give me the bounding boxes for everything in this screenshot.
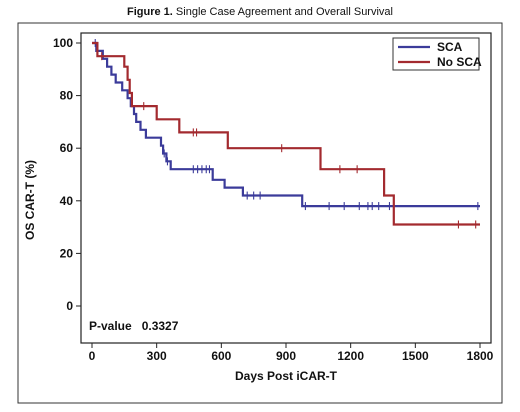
y-tick-label: 100 xyxy=(53,36,73,50)
series-line-sca xyxy=(92,41,480,208)
series-line-no-sca xyxy=(92,41,480,226)
figure-caption: Figure 1. Single Case Agreement and Over… xyxy=(0,6,520,18)
y-tick-label: 0 xyxy=(66,299,73,313)
axes: 0 20 40 60 80 100 0 300 600 900 1200 1500 1800 xyxy=(53,32,494,363)
chart-frame xyxy=(17,22,503,404)
figure-label: Figure 1. xyxy=(127,6,173,18)
x-axis-title: Days Post iCAR-T xyxy=(235,369,338,383)
x-tick-label: 0 xyxy=(89,349,96,363)
x-tick-label: 600 xyxy=(211,349,231,363)
y-tick-label: 80 xyxy=(60,89,74,103)
y-tick-label: 20 xyxy=(60,246,74,260)
x-tick-label: 1800 xyxy=(467,349,494,363)
legend-label-sca: SCA xyxy=(437,40,463,54)
plot-border xyxy=(80,32,492,344)
x-tick-label: 1200 xyxy=(337,349,364,363)
y-axis-title: OS CAR-T (%) xyxy=(23,160,37,240)
x-tick-label: 1500 xyxy=(402,349,429,363)
legend: SCA No SCA xyxy=(392,37,482,71)
figure-title: Single Case Agreement and Overall Surviv… xyxy=(175,6,393,18)
y-tick-label: 60 xyxy=(60,141,74,155)
y-tick-label: 40 xyxy=(60,194,74,208)
plot-area xyxy=(92,39,480,229)
x-tick-label: 900 xyxy=(276,349,296,363)
legend-label-no-sca: No SCA xyxy=(437,55,482,69)
x-tick-label: 300 xyxy=(147,349,167,363)
p-value-annotation: P-value 0.3327 xyxy=(89,319,179,333)
legend-box xyxy=(392,37,480,71)
